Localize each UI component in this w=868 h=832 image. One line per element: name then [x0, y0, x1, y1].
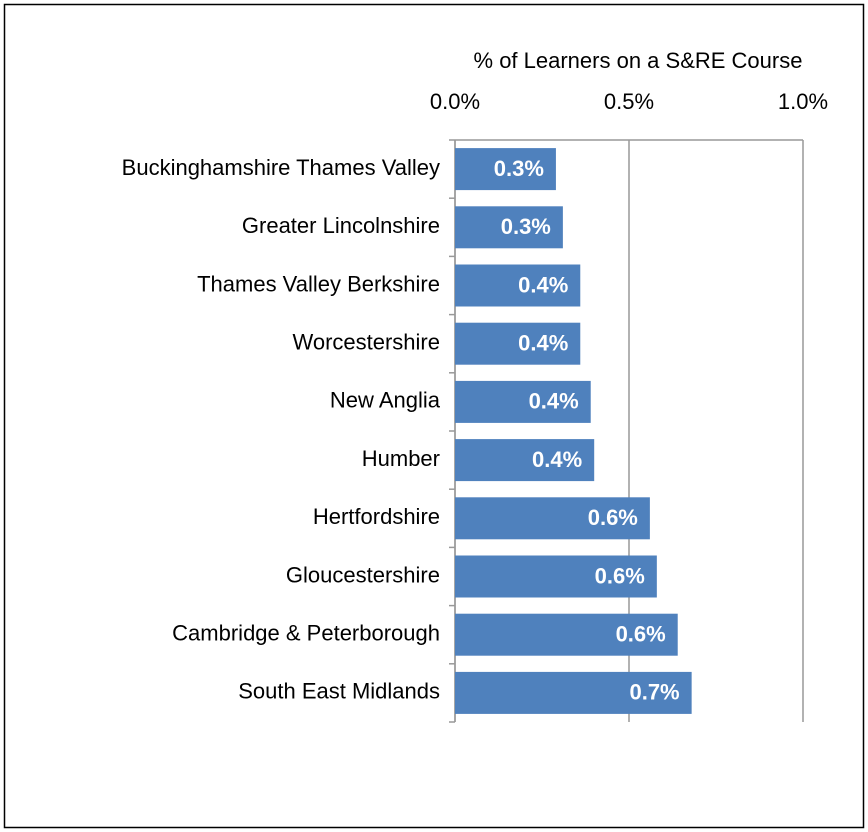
y-tick-label: New Anglia: [330, 388, 441, 413]
bar: [455, 497, 650, 540]
value-label: 0.4%: [518, 272, 568, 297]
y-tick-label: Cambridge & Peterborough: [172, 621, 440, 646]
y-tick-label: Humber: [362, 446, 440, 471]
x-tick-label: 0.5%: [604, 89, 654, 114]
bar: [455, 148, 556, 191]
bar: [455, 439, 595, 482]
bar: [455, 264, 581, 307]
x-tick-label: 0.0%: [430, 89, 480, 114]
value-label: 0.4%: [518, 331, 568, 356]
y-tick-label: Buckinghamshire Thames Valley: [122, 155, 440, 180]
value-label: 0.4%: [532, 447, 582, 472]
value-label: 0.3%: [501, 214, 551, 239]
bar: [455, 555, 657, 598]
y-tick-label: Thames Valley Berkshire: [197, 271, 440, 296]
value-label: 0.6%: [616, 622, 666, 647]
x-tick-label: 1.0%: [778, 89, 828, 114]
value-label: 0.6%: [595, 563, 645, 588]
y-tick-label: Hertfordshire: [313, 504, 440, 529]
axis-title: % of Learners on a S&RE Course: [474, 48, 803, 73]
value-label: 0.7%: [629, 680, 679, 705]
y-tick-label: Greater Lincolnshire: [242, 213, 440, 238]
value-label: 0.3%: [494, 156, 544, 181]
y-tick-label: Worcestershire: [292, 330, 440, 355]
value-label: 0.6%: [588, 505, 638, 530]
bar: [455, 671, 692, 714]
value-label: 0.4%: [529, 389, 579, 414]
y-tick-label: Gloucestershire: [286, 562, 440, 587]
bar: [455, 613, 678, 656]
chart-border: [3, 3, 865, 829]
y-tick-label: South East Midlands: [238, 679, 440, 704]
bar: [455, 206, 563, 249]
bar: [455, 380, 591, 423]
bar: [455, 322, 581, 365]
